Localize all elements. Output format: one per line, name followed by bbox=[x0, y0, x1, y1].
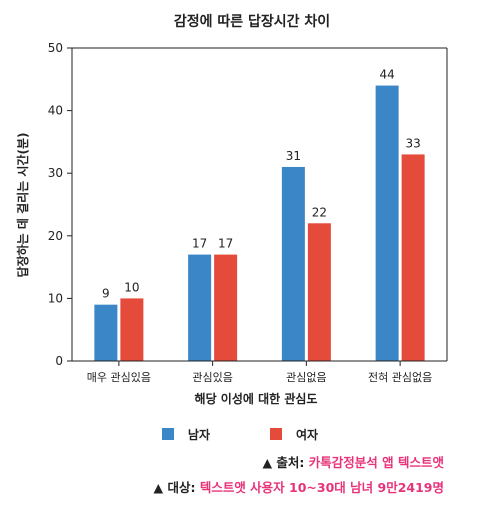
data-labels: 9 10 17 17 31 22 44 33 bbox=[102, 68, 421, 301]
y-tick-label: 40 bbox=[48, 104, 63, 118]
data-label: 33 bbox=[405, 136, 420, 150]
bar-female bbox=[120, 298, 144, 361]
legend-swatch-male bbox=[161, 428, 174, 440]
x-axis-label: 해당 이성에 대한 관심도 bbox=[195, 391, 318, 406]
legend-item-female: 여자 bbox=[270, 424, 318, 444]
data-label: 44 bbox=[379, 68, 394, 82]
target-label: ▲ 대상: bbox=[153, 480, 200, 495]
source-value: 카톡감정분석 앱 텍스트앳 bbox=[308, 455, 444, 470]
data-label: 31 bbox=[286, 149, 301, 163]
legend-swatch-female bbox=[270, 428, 282, 440]
bar-female bbox=[214, 254, 238, 361]
legend: 남자 여자 bbox=[0, 424, 480, 444]
data-label: 10 bbox=[124, 280, 139, 294]
x-axis-categories: 매우 관심있음 관심있음 관심없음 전혀 관심없음 bbox=[87, 361, 432, 384]
data-label: 22 bbox=[312, 205, 327, 219]
y-tick-label: 50 bbox=[48, 41, 63, 55]
y-tick-label: 10 bbox=[48, 291, 63, 305]
x-category-label: 전혀 관심없음 bbox=[368, 371, 432, 384]
bar-male bbox=[375, 85, 399, 361]
bars bbox=[94, 85, 425, 361]
y-axis-ticks: 0 10 20 30 40 50 bbox=[48, 41, 72, 368]
bar-male bbox=[94, 304, 118, 361]
y-tick-label: 20 bbox=[48, 229, 63, 243]
bar-male bbox=[281, 166, 305, 361]
source-label: ▲ 출처: bbox=[262, 455, 309, 470]
chart-title: 감정에 따른 답장시간 차이 bbox=[174, 13, 330, 30]
bar-female bbox=[401, 154, 425, 361]
legend-item-male: 남자 bbox=[161, 424, 210, 444]
bar-male bbox=[188, 254, 212, 361]
x-category-label: 매우 관심있음 bbox=[87, 371, 151, 384]
legend-label-female: 여자 bbox=[296, 427, 319, 442]
x-category-label: 관심없음 bbox=[286, 371, 326, 384]
y-axis-label: 답장하는 데 걸리는 시간(분) bbox=[15, 133, 30, 278]
source-line: ▲ 출처: 카톡감정분석 앱 텍스트앳 bbox=[262, 452, 444, 471]
target-line: ▲ 대상: 텍스트앳 사용자 10~30대 남녀 9만2419명 bbox=[154, 477, 445, 496]
legend-label-male: 남자 bbox=[187, 427, 210, 442]
data-label: 17 bbox=[218, 237, 233, 251]
data-label: 9 bbox=[102, 287, 110, 301]
x-category-label: 관심있음 bbox=[192, 371, 232, 384]
data-label: 17 bbox=[192, 237, 207, 251]
bar-chart: 감정에 따른 답장시간 차이 0 10 20 30 40 50 9 10 17 17 31 22 44… bbox=[15, 13, 448, 406]
y-tick-label: 30 bbox=[48, 166, 63, 180]
bar-female bbox=[307, 223, 331, 361]
target-value: 텍스트앳 사용자 10~30대 남녀 9만2419명 bbox=[199, 480, 444, 495]
y-tick-label: 0 bbox=[55, 354, 63, 368]
